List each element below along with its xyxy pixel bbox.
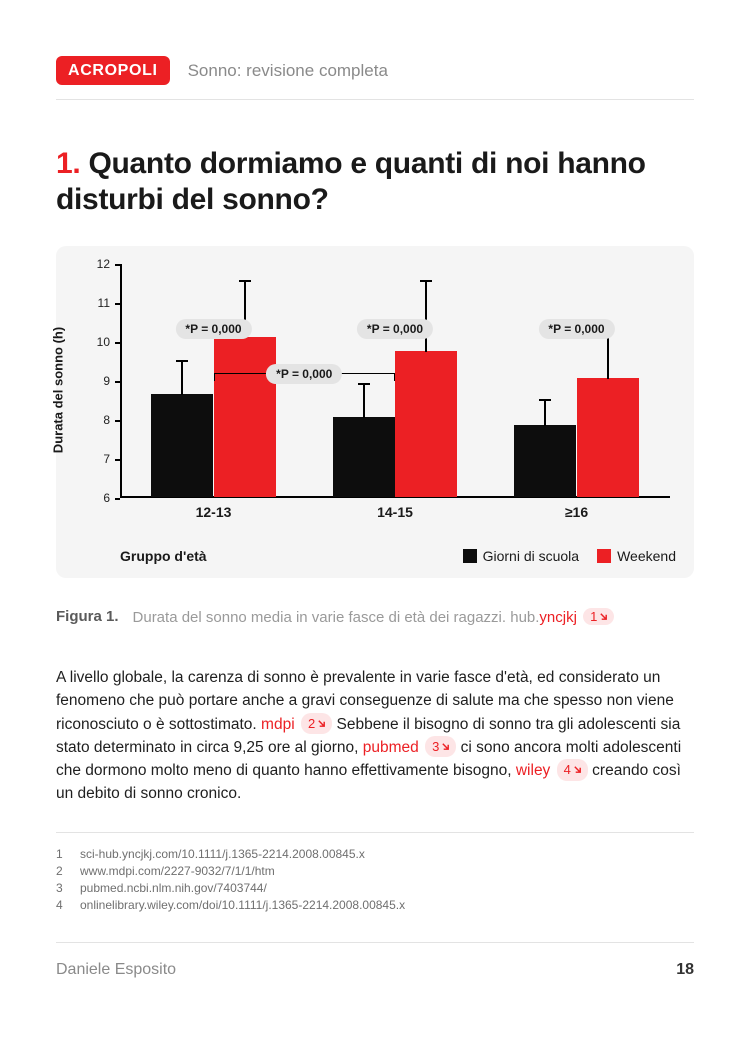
legend-item-weekend: Weekend [597,548,676,564]
arrow-down-right-icon [599,612,608,621]
ref-badge[interactable]: 3 [425,736,456,758]
legend-label: Weekend [617,548,676,564]
footer-author: Daniele Esposito [56,961,176,979]
legend-item-school: Giorni di scuola [463,548,580,564]
inline-ref-link[interactable]: wiley [516,762,550,779]
arrow-down-right-icon [441,742,450,751]
brand-badge: ACROPOLI [56,56,170,85]
chart-legend: Giorni di scuola Weekend [463,548,676,564]
figure-caption-text: Durata del sonno media in varie fasce di… [133,608,615,626]
page-footer: Daniele Esposito 18 [56,942,694,979]
section-title: Quanto dormiamo e quanti di noi hanno di… [56,147,646,216]
x-axis-label: Gruppo d'età [120,548,207,564]
inline-ref-link[interactable]: mdpi [261,716,295,733]
ref-badge[interactable]: 2 [301,713,332,735]
figure-caption: Figura 1. Durata del sonno media in vari… [56,608,694,666]
arrow-down-right-icon [317,719,326,728]
body-paragraph: A livello globale, la carenza di sonno è… [56,666,694,806]
arrow-down-right-icon [573,765,582,774]
legend-swatch-icon [597,549,611,563]
chart-area: Durata del sonno (h) 678910111212-13*P =… [64,260,676,520]
ref-badge[interactable]: 1 [583,608,614,625]
reference-row: 2www.mdpi.com/2227-9032/7/1/1/htm [56,864,694,878]
ref-badge[interactable]: 4 [557,759,588,781]
reference-row: 3pubmed.ncbi.nlm.nih.gov/7403744/ [56,881,694,895]
section-number: 1. [56,147,80,180]
chart-plot: 678910111212-13*P = 0,00014-15*P = 0,000… [120,264,670,498]
reference-row: 1sci-hub.yncjkj.com/10.1111/j.1365-2214.… [56,847,694,861]
reference-url[interactable]: pubmed.ncbi.nlm.nih.gov/7403744/ [80,881,267,895]
page-header: ACROPOLI Sonno: revisione completa [56,56,694,100]
section-heading: 1. Quanto dormiamo e quanti di noi hanno… [56,146,694,218]
chart-bottom-row: Gruppo d'età Giorni di scuola Weekend [64,548,676,564]
reference-url[interactable]: www.mdpi.com/2227-9032/7/1/1/htm [80,864,275,878]
reference-url[interactable]: onlinelibrary.wiley.com/doi/10.1111/j.13… [80,898,405,912]
chart-card: Durata del sonno (h) 678910111212-13*P =… [56,246,694,578]
figure-label: Figura 1. [56,608,119,626]
inline-ref-link[interactable]: pubmed [363,739,419,756]
caption-ref-link[interactable]: yncjkj [539,609,577,626]
reference-row: 4onlinelibrary.wiley.com/doi/10.1111/j.1… [56,898,694,912]
references-list: 1sci-hub.yncjkj.com/10.1111/j.1365-2214.… [56,832,694,912]
footer-page-number: 18 [676,961,694,979]
doc-subtitle: Sonno: revisione completa [188,61,388,81]
y-axis-label: Durata del sonno (h) [51,327,66,453]
legend-swatch-icon [463,549,477,563]
legend-label: Giorni di scuola [483,548,580,564]
reference-url[interactable]: sci-hub.yncjkj.com/10.1111/j.1365-2214.2… [80,847,365,861]
